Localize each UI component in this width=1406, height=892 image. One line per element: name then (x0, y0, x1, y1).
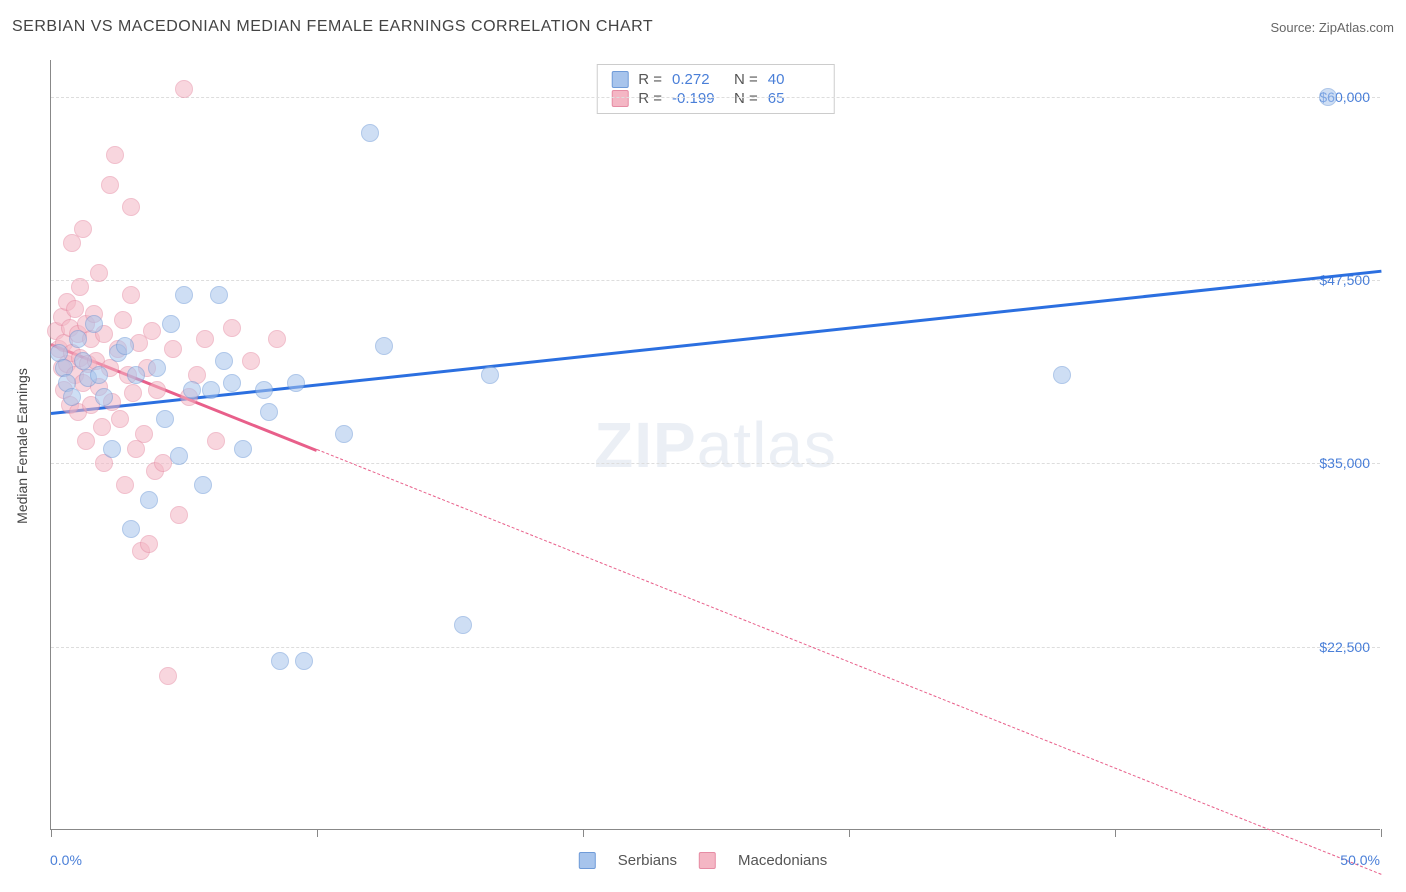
data-point (194, 476, 212, 494)
swatch-macedonians (611, 90, 628, 107)
x-tick (583, 829, 584, 837)
data-point (162, 315, 180, 333)
data-point (159, 667, 177, 685)
data-point (234, 440, 252, 458)
data-point (143, 322, 161, 340)
data-point (116, 476, 134, 494)
data-point (170, 447, 188, 465)
data-point (335, 425, 353, 443)
data-point (95, 388, 113, 406)
data-point (164, 340, 182, 358)
chart-container: SERBIAN VS MACEDONIAN MEDIAN FEMALE EARN… (0, 0, 1406, 892)
swatch-serbians (611, 71, 628, 88)
data-point (124, 384, 142, 402)
data-point (170, 506, 188, 524)
x-tick (849, 829, 850, 837)
data-point (71, 278, 89, 296)
source-label: Source: ZipAtlas.com (1270, 20, 1394, 35)
data-point (260, 403, 278, 421)
trend-line (51, 270, 1381, 415)
data-point (90, 366, 108, 384)
x-tick (1381, 829, 1382, 837)
header: SERBIAN VS MACEDONIAN MEDIAN FEMALE EARN… (12, 18, 1394, 36)
data-point (122, 520, 140, 538)
data-point (77, 432, 95, 450)
legend-swatch-macedonians (699, 852, 716, 869)
data-point (481, 366, 499, 384)
data-point (93, 418, 111, 436)
data-point (223, 319, 241, 337)
data-point (255, 381, 273, 399)
data-point (196, 330, 214, 348)
data-point (210, 286, 228, 304)
x-tick (51, 829, 52, 837)
regression-row-1: R = 0.272 N = 40 (611, 70, 820, 89)
data-point (454, 616, 472, 634)
gridline (51, 647, 1380, 648)
x-min-label: 0.0% (50, 852, 82, 868)
data-point (63, 234, 81, 252)
data-point (287, 374, 305, 392)
data-point (106, 146, 124, 164)
gridline (51, 97, 1380, 98)
y-tick-label: $22,500 (1319, 639, 1370, 655)
gridline (51, 280, 1380, 281)
data-point (361, 124, 379, 142)
data-point (103, 440, 121, 458)
trend-line (317, 449, 1381, 875)
data-point (69, 330, 87, 348)
data-point (116, 337, 134, 355)
data-point (74, 352, 92, 370)
y-axis-label: Median Female Earnings (14, 368, 30, 524)
data-point (207, 432, 225, 450)
data-point (202, 381, 220, 399)
data-point (183, 381, 201, 399)
data-point (135, 425, 153, 443)
data-point (268, 330, 286, 348)
data-point (85, 315, 103, 333)
legend-label-serbians: Serbians (618, 852, 677, 869)
data-point (175, 286, 193, 304)
chart-title: SERBIAN VS MACEDONIAN MEDIAN FEMALE EARN… (12, 18, 653, 36)
data-point (175, 80, 193, 98)
data-point (90, 264, 108, 282)
x-max-label: 50.0% (1340, 852, 1380, 868)
data-point (1053, 366, 1071, 384)
plot-area: ZIPatlas R = 0.272 N = 40 R = -0.199 N =… (50, 60, 1380, 830)
x-tick (317, 829, 318, 837)
data-point (111, 410, 129, 428)
legend-bottom: Serbians Macedonians (579, 852, 827, 869)
data-point (375, 337, 393, 355)
data-point (215, 352, 233, 370)
data-point (148, 359, 166, 377)
data-point (156, 410, 174, 428)
data-point (295, 652, 313, 670)
data-point (122, 198, 140, 216)
data-point (271, 652, 289, 670)
data-point (140, 535, 158, 553)
legend-label-macedonians: Macedonians (738, 852, 827, 869)
regression-row-2: R = -0.199 N = 65 (611, 89, 820, 108)
y-tick-label: $35,000 (1319, 455, 1370, 471)
regression-legend: R = 0.272 N = 40 R = -0.199 N = 65 (596, 64, 835, 114)
x-tick (1115, 829, 1116, 837)
watermark: ZIPatlas (594, 408, 837, 482)
data-point (140, 491, 158, 509)
data-point (1319, 88, 1337, 106)
data-point (101, 176, 119, 194)
data-point (242, 352, 260, 370)
data-point (114, 311, 132, 329)
data-point (122, 286, 140, 304)
gridline (51, 463, 1380, 464)
data-point (63, 388, 81, 406)
data-point (148, 381, 166, 399)
legend-swatch-serbians (579, 852, 596, 869)
data-point (127, 366, 145, 384)
data-point (223, 374, 241, 392)
data-point (74, 220, 92, 238)
